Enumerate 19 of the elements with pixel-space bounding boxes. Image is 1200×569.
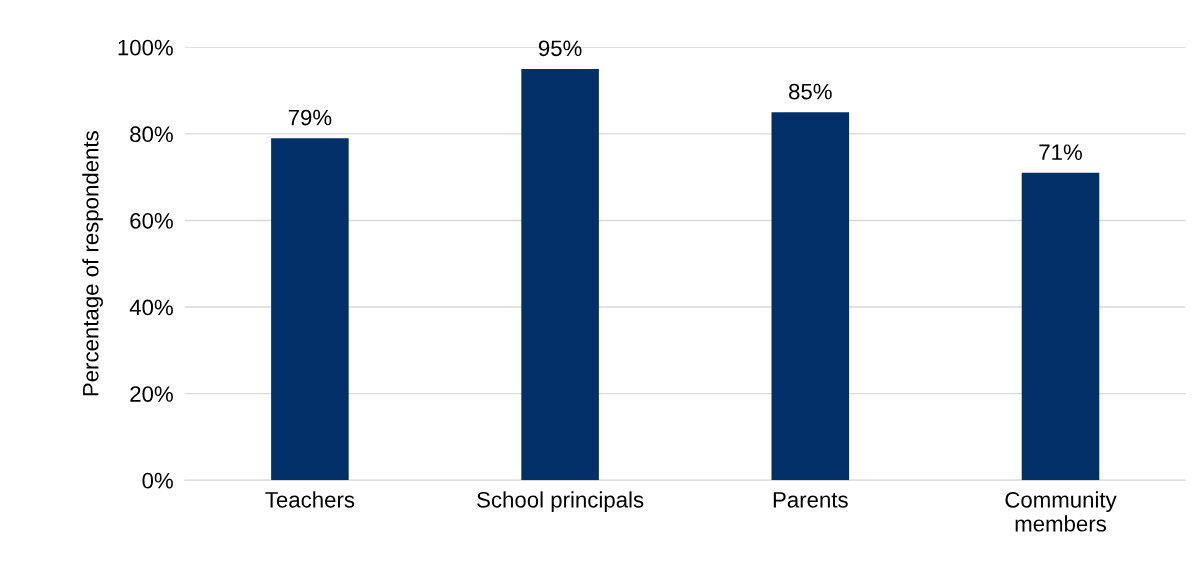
y-tick-label: 80% — [130, 126, 173, 143]
data-label: 79% — [288, 109, 332, 126]
x-tick-label: Parents — [773, 492, 848, 508]
bar — [271, 138, 349, 481]
bar — [771, 112, 850, 481]
y-tick-label: 40% — [129, 299, 173, 316]
x-tick-label: School principals — [477, 491, 644, 513]
y-tick-label: 60% — [130, 212, 173, 229]
x-tick-label: Community members — [1005, 491, 1117, 532]
y-tick-label: 0% — [142, 472, 173, 489]
y-axis-title: Percentage of respondents — [82, 131, 103, 396]
y-tick-label: 100% — [118, 39, 173, 56]
bar — [1021, 172, 1100, 481]
bar — [521, 68, 599, 481]
y-tick-label: 20% — [130, 386, 173, 402]
data-label: 95% — [538, 40, 582, 57]
data-label: 71% — [1039, 144, 1082, 160]
x-tick-label: Teachers — [265, 491, 355, 508]
data-label: 85% — [789, 83, 832, 100]
